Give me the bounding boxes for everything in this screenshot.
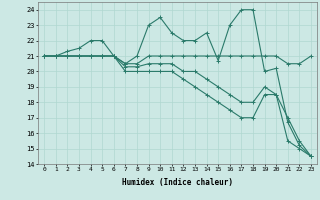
X-axis label: Humidex (Indice chaleur): Humidex (Indice chaleur): [122, 178, 233, 187]
